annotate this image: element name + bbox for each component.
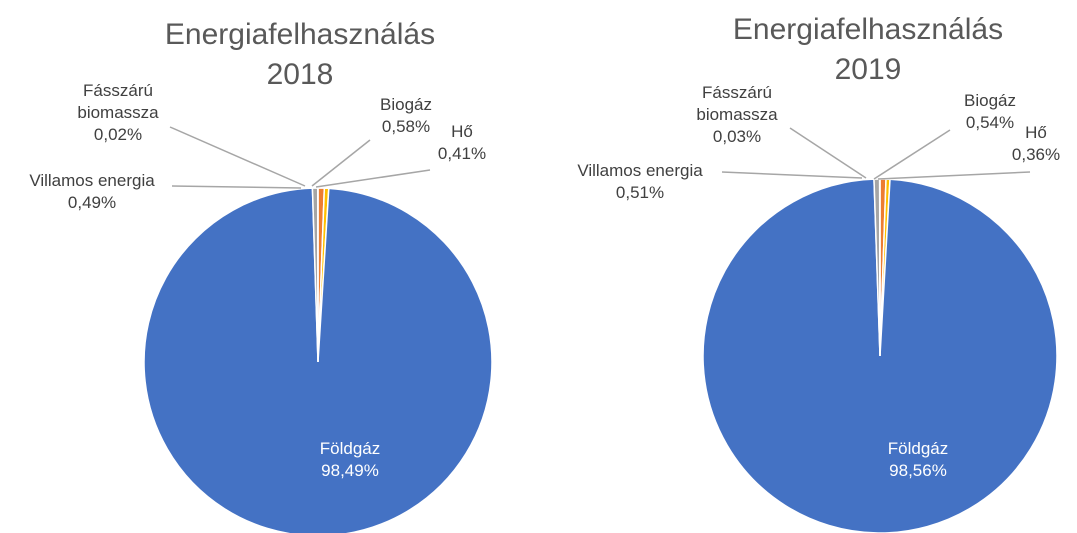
label-category: Villamos energia bbox=[29, 171, 155, 190]
data-label: Földgáz 98,49% bbox=[290, 438, 410, 482]
chart-title: Energiafelhasználás 2018 bbox=[164, 18, 436, 91]
label-value: 0,49% bbox=[67, 193, 117, 212]
data-label: Biogáz 0,54% bbox=[945, 90, 1035, 134]
data-label: Villamos energia 0,49% bbox=[7, 170, 177, 214]
data-label: Fásszárú biomassza 0,03% bbox=[682, 82, 792, 148]
data-label: Hő 0,36% bbox=[1001, 122, 1071, 166]
data-label: Földgáz 98,56% bbox=[858, 438, 978, 482]
label-value: 0,51% bbox=[615, 183, 665, 202]
leader-line bbox=[873, 129, 951, 180]
label-value: 98,49% bbox=[321, 461, 379, 480]
label-value: 0,54% bbox=[965, 113, 1015, 132]
label-value: 98,56% bbox=[889, 461, 947, 480]
pie-slice bbox=[143, 187, 493, 533]
label-value: 0,03% bbox=[712, 127, 762, 146]
leader-line bbox=[171, 185, 302, 189]
leader-line bbox=[169, 126, 306, 187]
label-category: Fásszárú biomassza bbox=[696, 83, 778, 124]
leader-line bbox=[789, 127, 867, 179]
chart-title: Energiafelhasználás 2019 bbox=[732, 13, 1004, 86]
label-value: 0,41% bbox=[437, 144, 487, 163]
data-label: Hő 0,41% bbox=[427, 121, 497, 165]
leader-line bbox=[311, 139, 371, 187]
label-value: 0,58% bbox=[381, 117, 431, 136]
label-category: Biogáz bbox=[964, 91, 1016, 110]
label-value: 0,02% bbox=[93, 125, 143, 144]
label-category: Biogáz bbox=[380, 95, 432, 114]
data-label: Fásszárú biomassza 0,02% bbox=[63, 80, 173, 146]
label-category: Fásszárú biomassza bbox=[77, 81, 159, 122]
label-category: Földgáz bbox=[887, 439, 949, 458]
label-category: Földgáz bbox=[319, 439, 381, 458]
leader-line bbox=[877, 171, 1031, 180]
leader-line bbox=[721, 171, 863, 179]
data-label: Villamos energia 0,51% bbox=[555, 160, 725, 204]
label-category: Hő bbox=[1025, 123, 1047, 142]
label-category: Hő bbox=[451, 122, 473, 141]
leader-line bbox=[315, 169, 431, 188]
data-label: Biogáz 0,58% bbox=[361, 94, 451, 138]
label-value: 0,36% bbox=[1011, 145, 1061, 164]
label-category: Villamos energia bbox=[577, 161, 703, 180]
